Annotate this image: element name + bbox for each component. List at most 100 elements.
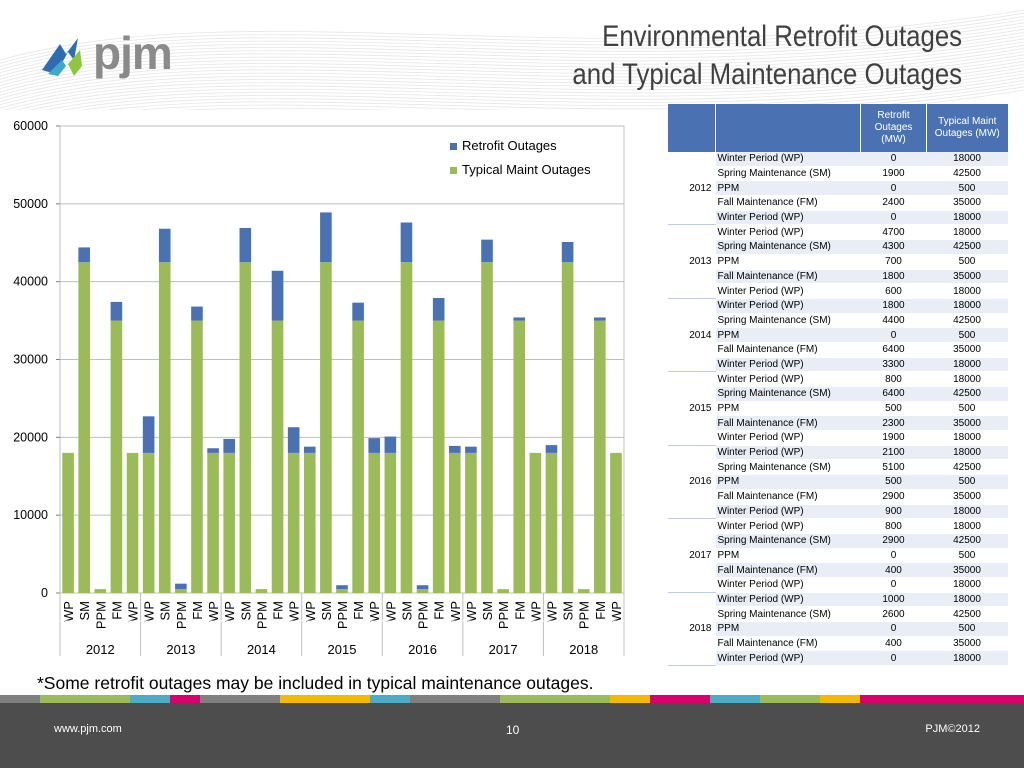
table-row: Spring Maintenance (SM) 4400 42500 bbox=[668, 313, 1008, 329]
table-row: Fall Maintenance (FM) 400 35000 bbox=[668, 562, 1008, 578]
table-cell-period: PPM bbox=[715, 254, 861, 270]
table-cell-period: Winter Period (WP) bbox=[715, 650, 861, 667]
table-cell-retrofit: 0 bbox=[860, 210, 927, 226]
x-tick-label: WP bbox=[222, 601, 237, 622]
x-tick-label: FM bbox=[190, 601, 205, 620]
footer-url[interactable]: www.pjm.com bbox=[54, 723, 122, 735]
page-number: 10 bbox=[506, 723, 520, 737]
x-tick-label: WP bbox=[206, 601, 221, 622]
bar-maint bbox=[110, 320, 123, 593]
table-header-row: Retrofit Outages (MW) Typical Maint Outa… bbox=[667, 104, 1008, 152]
table-cell-maint: 42500 bbox=[926, 533, 1008, 549]
table-cell-retrofit: 4300 bbox=[860, 239, 927, 255]
bar-maint bbox=[287, 452, 300, 593]
table-row: Spring Maintenance (SM) 6400 42500 bbox=[668, 386, 1008, 402]
table-cell-retrofit: 4700 bbox=[860, 224, 927, 241]
table-cell-maint: 500 bbox=[926, 548, 1008, 564]
bar-retrofit bbox=[465, 446, 477, 453]
table-row: Winter Period (WP) 600 18000 bbox=[668, 283, 1008, 299]
table-cell-maint: 500 bbox=[926, 327, 1008, 343]
table-cell-retrofit: 400 bbox=[860, 636, 927, 652]
x-tick-label: SM bbox=[561, 601, 576, 621]
table-row: Winter Period (WP) 0 18000 bbox=[668, 650, 1008, 667]
x-tick-label: WP bbox=[528, 601, 543, 622]
stripe-segment bbox=[370, 695, 410, 703]
table-header-maint: Typical Maint Outages (MW) bbox=[926, 104, 1008, 152]
table-cell-year: 2017 bbox=[667, 518, 716, 593]
table-row: Fall Maintenance (FM) 1800 35000 bbox=[668, 269, 1008, 285]
table-cell-maint: 18000 bbox=[926, 152, 1008, 167]
table-row: Winter Period (WP) 0 18000 bbox=[668, 210, 1008, 226]
table-cell-retrofit: 1800 bbox=[860, 269, 927, 285]
table-cell-retrofit: 2600 bbox=[860, 606, 927, 622]
table-row: Spring Maintenance (SM) 1900 42500 bbox=[668, 166, 1008, 182]
bar-maint bbox=[368, 452, 381, 593]
stripe-segment bbox=[500, 695, 610, 703]
bar-maint bbox=[303, 452, 316, 593]
bar-retrofit bbox=[336, 585, 348, 590]
bar-retrofit bbox=[400, 222, 413, 263]
bar-maint bbox=[529, 452, 542, 593]
table-cell-period: Winter Period (WP) bbox=[715, 592, 861, 608]
table-cell-maint: 42500 bbox=[926, 166, 1008, 182]
bar-maint bbox=[126, 452, 139, 593]
table-cell-year: 2013 bbox=[667, 224, 716, 299]
table-cell-period: Fall Maintenance (FM) bbox=[715, 195, 861, 211]
table-cell-maint: 18000 bbox=[926, 518, 1008, 534]
year-group-label: 2014 bbox=[247, 642, 276, 657]
bar-retrofit bbox=[207, 448, 219, 453]
table-cell-retrofit: 1800 bbox=[860, 298, 927, 314]
table-cell-retrofit: 0 bbox=[860, 152, 927, 167]
outage-data-table: Retrofit Outages (MW) Typical Maint Outa… bbox=[667, 104, 1008, 667]
x-tick-label: FM bbox=[432, 601, 447, 620]
table-cell-period: Spring Maintenance (SM) bbox=[715, 313, 861, 329]
table-cell-maint: 500 bbox=[926, 401, 1008, 417]
table-cell-period: Spring Maintenance (SM) bbox=[715, 606, 861, 622]
table-row: 2013 Winter Period (WP) 4700 18000 bbox=[667, 224, 1008, 299]
bar-maint bbox=[400, 262, 413, 593]
bar-maint bbox=[577, 589, 590, 593]
table-row: PPM 0 500 bbox=[668, 548, 1008, 564]
stripe-segment bbox=[280, 695, 370, 703]
x-tick-label: PPM bbox=[93, 601, 108, 629]
table-cell-maint: 42500 bbox=[926, 239, 1008, 255]
bar-maint bbox=[94, 589, 107, 593]
table-cell-maint: 500 bbox=[926, 180, 1008, 197]
bar-maint bbox=[448, 452, 461, 593]
logo-text: pjm bbox=[93, 27, 173, 79]
x-tick-label: SM bbox=[480, 601, 495, 621]
title-line-1: Environmental Retrofit Outages bbox=[602, 20, 962, 53]
bar-retrofit bbox=[320, 212, 332, 263]
x-tick-label: FM bbox=[109, 601, 124, 620]
table-cell-period: Winter Period (WP) bbox=[715, 298, 861, 314]
table-row: PPM 0 500 bbox=[668, 180, 1008, 197]
table-cell-maint: 42500 bbox=[926, 606, 1008, 622]
table-cell-maint: 18000 bbox=[926, 210, 1008, 226]
bar-maint bbox=[513, 320, 526, 593]
bar-retrofit bbox=[191, 306, 203, 321]
table-cell-period: Winter Period (WP) bbox=[715, 445, 861, 461]
stripe-segment bbox=[650, 695, 710, 703]
stripe-segment bbox=[760, 695, 820, 703]
stripe-segment bbox=[860, 695, 1024, 703]
bar-maint bbox=[255, 589, 268, 593]
table-cell-period: Winter Period (WP) bbox=[715, 430, 861, 446]
table-row: Winter Period (WP) 1900 18000 bbox=[668, 430, 1008, 446]
table-cell-period: PPM bbox=[715, 474, 861, 490]
x-tick-label: WP bbox=[448, 601, 463, 622]
legend-swatch bbox=[450, 143, 457, 150]
table-cell-maint: 500 bbox=[926, 254, 1008, 270]
bar-retrofit bbox=[432, 298, 445, 321]
bar-maint bbox=[158, 262, 171, 593]
x-tick-label: PPM bbox=[416, 601, 431, 629]
y-tick-label: 20000 bbox=[13, 430, 48, 444]
y-tick-label: 50000 bbox=[13, 197, 48, 211]
footnote: *Some retrofit outages may be included i… bbox=[37, 673, 594, 693]
table-cell-maint: 35000 bbox=[926, 195, 1008, 211]
bar-maint bbox=[384, 452, 397, 593]
y-tick-label: 10000 bbox=[13, 508, 48, 522]
table-cell-period: Fall Maintenance (FM) bbox=[715, 636, 861, 652]
table-row: Spring Maintenance (SM) 2900 42500 bbox=[668, 533, 1008, 549]
table-cell-maint: 35000 bbox=[926, 342, 1008, 358]
